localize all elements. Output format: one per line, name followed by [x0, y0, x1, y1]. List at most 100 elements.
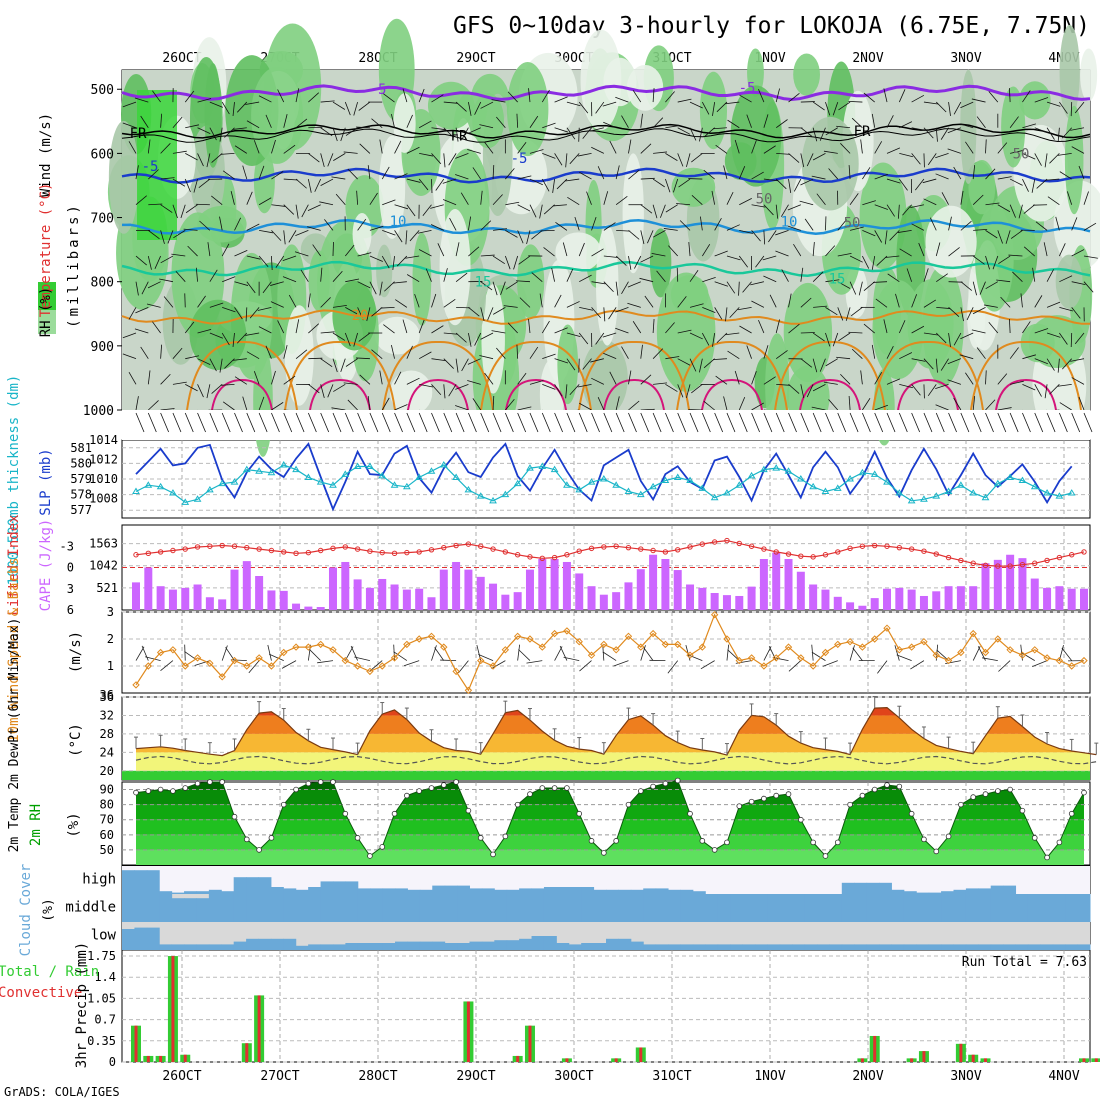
wind-barb [793, 178, 802, 192]
cape-tick-label: 1563 [89, 537, 118, 551]
rh-point [502, 833, 509, 840]
rh-point [1019, 807, 1026, 814]
cloud-bar-low [122, 929, 135, 950]
surface-barb [307, 412, 317, 433]
cape-bar [181, 587, 190, 610]
wind-barb [699, 127, 703, 142]
wind-barb [742, 281, 752, 293]
wind-barb [985, 255, 990, 270]
cloud-bar-middle [618, 894, 632, 922]
wind-barb [148, 169, 159, 180]
surface-barb [874, 412, 884, 433]
wind-barb [332, 127, 338, 142]
wind-barb [1047, 196, 1060, 206]
temp-contour [121, 218, 1091, 235]
wind-barb [455, 127, 459, 142]
cape-bar [525, 569, 534, 610]
cape-bar [846, 602, 855, 610]
rh-point [379, 844, 386, 850]
wind-barb [763, 204, 774, 216]
wind-barb [935, 173, 949, 180]
wind-barb [972, 307, 986, 315]
cloud-bar-high [655, 888, 669, 894]
precip-ylabel-left: Total / Rain [0, 964, 99, 980]
wind-barb [996, 279, 1011, 283]
wind-barb [308, 153, 320, 163]
thickness-point [513, 479, 522, 487]
wind-barb [518, 255, 531, 265]
wind-barb [691, 153, 703, 163]
wind-barb [307, 226, 321, 231]
rh-point [859, 792, 866, 799]
li-point [613, 543, 619, 549]
wind-barb [886, 346, 894, 359]
wind-barb [271, 230, 282, 241]
wind-barb [468, 332, 472, 347]
wind10-barb [403, 660, 420, 667]
wind-barb [729, 307, 740, 318]
wind-barb [677, 127, 691, 135]
wind-barb [960, 190, 964, 205]
wind-barb [976, 347, 986, 359]
wind10-barb [184, 644, 186, 661]
cape-bar [969, 586, 978, 610]
wind-barb [652, 178, 665, 188]
wind10-barb [478, 653, 494, 661]
wind-barb [467, 380, 481, 385]
wind10-point [575, 637, 583, 646]
wind-barb [1010, 230, 1023, 239]
wind-barb [331, 176, 346, 180]
cloud-bar-low [370, 943, 384, 950]
wind-barb [915, 178, 925, 191]
wind-barb [211, 384, 223, 394]
thickness-point [366, 462, 374, 470]
panel-frame-wind [121, 611, 1091, 694]
wind10-barb [431, 645, 437, 661]
thickness-point [907, 496, 916, 504]
li-point [564, 552, 570, 558]
li-point [305, 549, 312, 556]
li-point [650, 547, 656, 554]
wind-barb [911, 153, 921, 165]
cloud-bar-high [1003, 885, 1017, 894]
thick-ylabel-right: SLP (mb) [38, 448, 54, 515]
wind10-point [981, 648, 990, 657]
wind-barb [823, 150, 838, 154]
wind-barb [603, 255, 618, 258]
wind-barb [825, 127, 838, 136]
surface-barb [911, 412, 921, 433]
wind-barb [332, 101, 346, 110]
wind-barb [271, 256, 273, 271]
wind10-barb [230, 659, 247, 661]
wind-barb [487, 307, 494, 321]
wind-barb [187, 245, 198, 257]
wind-barb [402, 88, 408, 103]
wind-barb [484, 141, 494, 154]
cloud-bar-low [1065, 944, 1079, 950]
wind-barb [998, 255, 1011, 264]
wind-barb [948, 247, 960, 257]
wind-barb [590, 358, 604, 363]
rh-point [404, 792, 410, 799]
wind-barb [849, 193, 859, 205]
wind-barb [505, 281, 518, 290]
wind-barb [220, 152, 235, 155]
wind-barb [242, 165, 248, 180]
contour-label: 50 [1013, 146, 1030, 162]
wind10-units: (m/s) [68, 631, 84, 673]
cloud-bar-high [295, 889, 309, 894]
wind-barb [922, 178, 937, 184]
cloud-bar-high [891, 889, 905, 894]
surface-barb [332, 412, 342, 433]
wind10-point [994, 635, 1002, 643]
wind-barb [911, 384, 921, 396]
cloud-bar-low [407, 941, 421, 950]
cape-bar [218, 599, 227, 610]
cloud-bar-middle [742, 894, 756, 922]
wind-barb [505, 168, 515, 180]
cloud-bar-high [568, 887, 582, 894]
wind-barb [358, 101, 371, 111]
temp-band-yellow [136, 752, 1090, 771]
temp-contour [121, 309, 1091, 325]
